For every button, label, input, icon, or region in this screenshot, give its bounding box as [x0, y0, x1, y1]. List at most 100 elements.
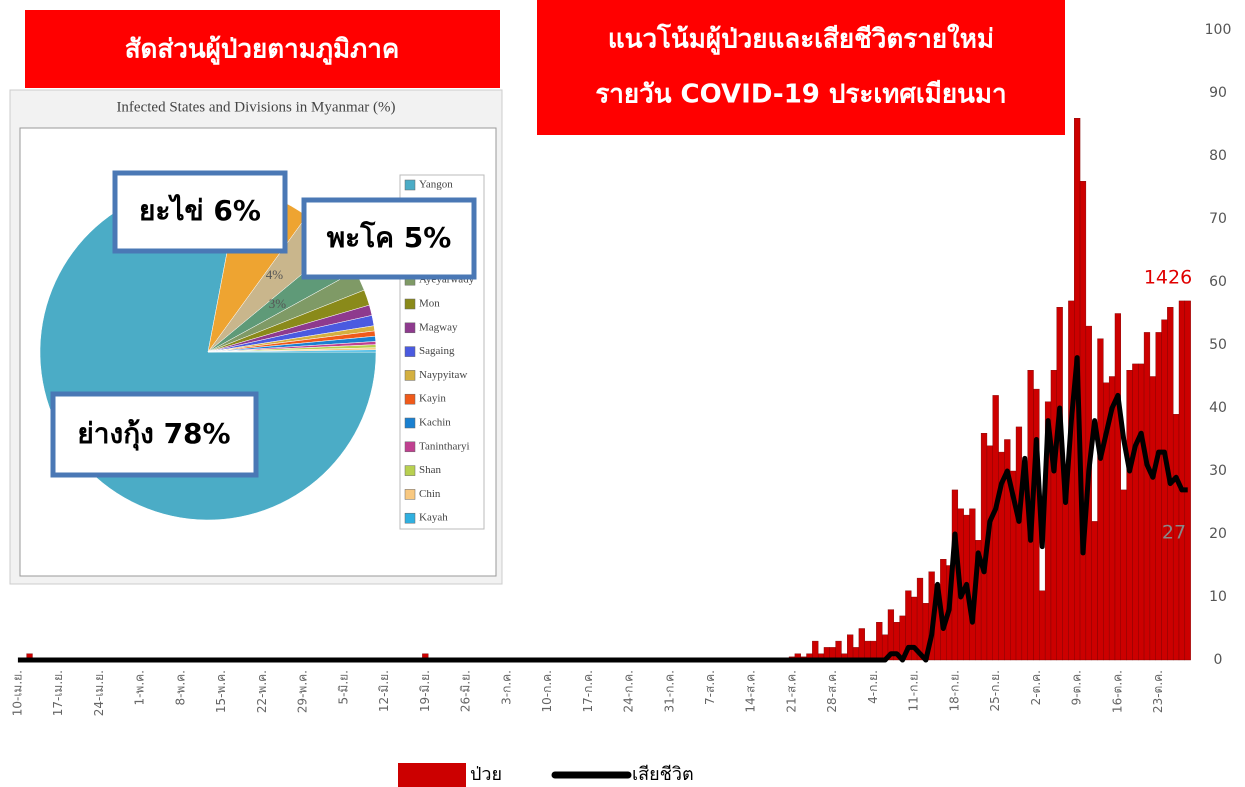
- x-tick-label: 11-ก.ย.: [907, 670, 921, 712]
- bar: [1126, 370, 1133, 661]
- heading: แนวโน้มผู้ป่วยและเสียชีวิตรายใหม่: [608, 23, 994, 56]
- heading: รายวัน COVID-19 ประเทศเมียนมา: [595, 80, 1006, 110]
- bar: [812, 640, 819, 661]
- bar: [876, 622, 883, 661]
- legend-label: Kayah: [419, 512, 448, 524]
- bar: [1097, 338, 1104, 661]
- x-tick-label: 24-ก.ค.: [622, 670, 636, 713]
- x-tick-label: 14-ส.ค.: [744, 670, 758, 713]
- y-tick-label: 40: [1209, 400, 1227, 416]
- x-tick-label: 10-ก.ค.: [540, 670, 554, 713]
- x-tick-label: 15-พ.ค.: [214, 670, 228, 713]
- legend-label: Yangon: [419, 179, 453, 191]
- bar: [992, 395, 999, 661]
- pie-slice: [207, 349, 377, 353]
- legend-label: Kachin: [419, 417, 451, 429]
- legend-label: Chin: [419, 488, 441, 500]
- trend-chart: 0 10 20 30 40 50 60 70 80 90 100 10-เม.ย. 17-เม.ย. 24…: [10, 22, 1231, 787]
- bar: [1015, 426, 1023, 661]
- bar: [1161, 319, 1168, 661]
- x-tick-label: 23-ต.ค.: [1151, 670, 1165, 713]
- bar: [1155, 332, 1162, 661]
- y-tick-label: 20: [1209, 526, 1227, 542]
- bar: [1149, 376, 1156, 661]
- y-tick-label: 100: [1205, 22, 1232, 38]
- x-tick-label: 8-พ.ค.: [173, 670, 187, 706]
- bar: [1050, 370, 1057, 661]
- bar: [864, 640, 871, 661]
- bar: [1120, 489, 1127, 661]
- x-tick-label: 16-ต.ค.: [1110, 670, 1124, 713]
- legend-swatch: [404, 489, 416, 500]
- legend-label: Mon: [419, 298, 440, 310]
- y-tick-label: 90: [1209, 85, 1227, 101]
- pie-panel: Infected States and Divisions in Myanmar…: [9, 89, 503, 585]
- annotation: ยะไข่ 6%: [139, 194, 261, 227]
- x-tick-label: 2-ต.ค.: [1029, 670, 1043, 705]
- bar: [1056, 307, 1063, 661]
- annotation-box: [301, 197, 477, 280]
- legend-swatch: [404, 346, 416, 357]
- bar: [847, 634, 854, 661]
- legend-label: ป่วย: [470, 764, 502, 785]
- x-tick-label: 10-เม.ย.: [10, 670, 24, 716]
- x-tick-label: 4-ก.ย.: [866, 670, 880, 704]
- legend-label: Tanintharyi: [419, 440, 470, 452]
- legend-swatch: [404, 179, 416, 191]
- bar: [1143, 332, 1151, 661]
- line: [17, 355, 1188, 663]
- x-tick-label: 24-เม.ย.: [92, 670, 106, 716]
- bar: [1138, 363, 1145, 661]
- bar: [1114, 313, 1121, 661]
- legend-swatch: [398, 763, 466, 787]
- annotation-box: [50, 391, 259, 478]
- pie-title: Infected States and Divisions in Myanmar…: [116, 99, 395, 115]
- annotation: ย่างกุ้ง 78%: [77, 417, 230, 451]
- y-tick-label: 10: [1209, 589, 1227, 605]
- legend-label: Kayin: [419, 393, 446, 405]
- bar: [1033, 388, 1040, 661]
- bar: [916, 577, 924, 661]
- bar: [1184, 300, 1191, 661]
- legend-label: Sagaing: [419, 345, 455, 357]
- bar: [870, 640, 877, 661]
- x-tick-label: 12-มิ.ย.: [377, 670, 391, 712]
- x-tick-label: 26-มิ.ย.: [459, 670, 473, 712]
- legend-swatch: [404, 417, 416, 429]
- x-tick-label: 17-เม.ย.: [51, 670, 65, 716]
- overlays: สัดส่วนผู้ป่วยตามภูมิภาค แนวโน้มผู้ป่วยแ…: [25, 0, 1065, 478]
- slice-label: 3%: [269, 296, 287, 311]
- x-tick-label: 1-พ.ค.: [133, 670, 147, 706]
- x-tick-label: 19-มิ.ย.: [418, 670, 432, 712]
- bar: [1132, 363, 1139, 661]
- heading-box: [537, 0, 1065, 135]
- x-tick-label: 29-พ.ค.: [296, 670, 310, 713]
- legend-swatch: [404, 322, 416, 334]
- x-tick-label: 5-มิ.ย.: [336, 670, 350, 705]
- annotation-box: [112, 170, 288, 254]
- legend-swatch: [404, 441, 416, 453]
- bar: [1039, 590, 1046, 661]
- y-tick-label: 80: [1209, 148, 1227, 164]
- heading: สัดส่วนผู้ป่วยตามภูมิภาค: [125, 35, 400, 66]
- x-tick-label: 3-ก.ค.: [499, 670, 513, 705]
- legend-swatch: [404, 370, 416, 381]
- x-tick-label: 28-ส.ค.: [825, 670, 839, 713]
- legend-swatch: [404, 298, 416, 310]
- legend-label: Magway: [419, 321, 458, 333]
- slice-label: 4%: [266, 267, 284, 282]
- legend-swatch: [404, 465, 416, 476]
- annotation: 1426: [1144, 267, 1192, 289]
- y-tick-label: 50: [1209, 337, 1227, 353]
- bar: [1091, 521, 1098, 661]
- heading-box: [25, 10, 500, 88]
- x-tick-label: 22-พ.ค.: [255, 670, 269, 713]
- y-tick-label: 70: [1209, 211, 1227, 227]
- annotation: พะโค 5%: [327, 220, 452, 254]
- x-tick-label: 9-ต.ค.: [1070, 670, 1084, 705]
- x-tick-label: 17-ก.ค.: [581, 670, 595, 713]
- y-tick-label: 60: [1209, 274, 1227, 290]
- legend-label: Naypyitaw: [419, 369, 467, 381]
- legend-label: Shan: [419, 464, 442, 476]
